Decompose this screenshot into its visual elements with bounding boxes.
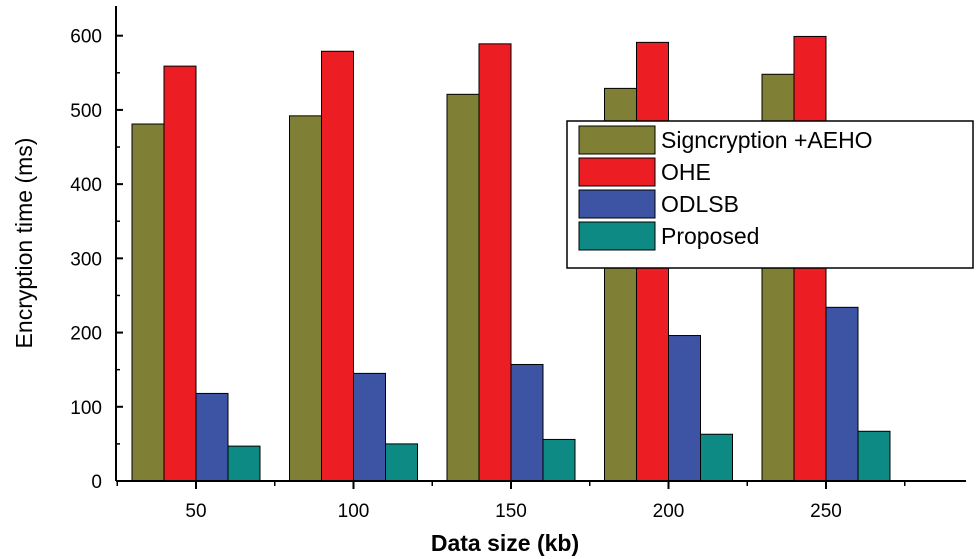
bar-proposed-50: [227, 445, 261, 482]
x-ticks-group: 50 100 150 200 250: [116, 481, 906, 522]
legend-label-proposed: Proposed: [661, 223, 759, 249]
y-tick-label: 200: [70, 324, 102, 345]
bar-ohe-100: [321, 50, 354, 482]
bar-signcryption-aeho-150: [446, 93, 480, 482]
legend-swatch-proposed: [578, 221, 656, 251]
bar-odlsb-150: [510, 363, 544, 482]
legend-swatch-odlsb: [578, 189, 656, 219]
bar-odlsb-50: [195, 392, 229, 482]
legend-label-ohe: OHE: [661, 159, 711, 185]
bar-proposed-150: [542, 438, 576, 482]
y-tick-label: 600: [70, 27, 102, 48]
bar-signcryption-aeho-100: [289, 115, 322, 482]
legend-swatch-ohe: [578, 157, 656, 187]
legend-label-odlsb: ODLSB: [661, 191, 739, 217]
axes-group: [115, 6, 966, 482]
bar-odlsb-200: [668, 335, 701, 482]
bar-ohe-150: [478, 43, 512, 482]
bar-proposed-200: [700, 433, 733, 482]
x-tick-label: 50: [185, 501, 206, 522]
bar-proposed-100: [385, 443, 418, 482]
x-tick-label: 250: [810, 501, 842, 522]
y-tick-label: 0: [91, 472, 102, 493]
bar-odlsb-250: [825, 306, 859, 482]
y-tick-label: 300: [70, 249, 102, 270]
bar-proposed-250: [857, 430, 891, 482]
x-tick-label: 200: [653, 501, 685, 522]
legend: Signcryption +AEHO OHE ODLSB Proposed: [566, 120, 974, 269]
y-tick-label: 400: [70, 175, 102, 196]
bar-signcryption-aeho-50: [131, 123, 165, 482]
legend-swatch-signcryption-aeho: [578, 125, 656, 155]
y-ticks-group: 0 100 200 300 400 500 600: [70, 27, 123, 493]
y-axis-title: Encryption time (ms): [11, 138, 37, 349]
bar-odlsb-100: [353, 372, 386, 482]
y-tick-label: 100: [70, 398, 102, 419]
bars-group: [131, 35, 891, 482]
x-tick-label: 150: [495, 501, 527, 522]
bar-ohe-50: [163, 65, 197, 482]
y-tick-label: 500: [70, 101, 102, 122]
x-tick-label: 100: [338, 501, 370, 522]
x-axis-title: Data size (kb): [431, 530, 579, 556]
legend-label-signcryption-aeho: Signcryption +AEHO: [661, 127, 873, 153]
